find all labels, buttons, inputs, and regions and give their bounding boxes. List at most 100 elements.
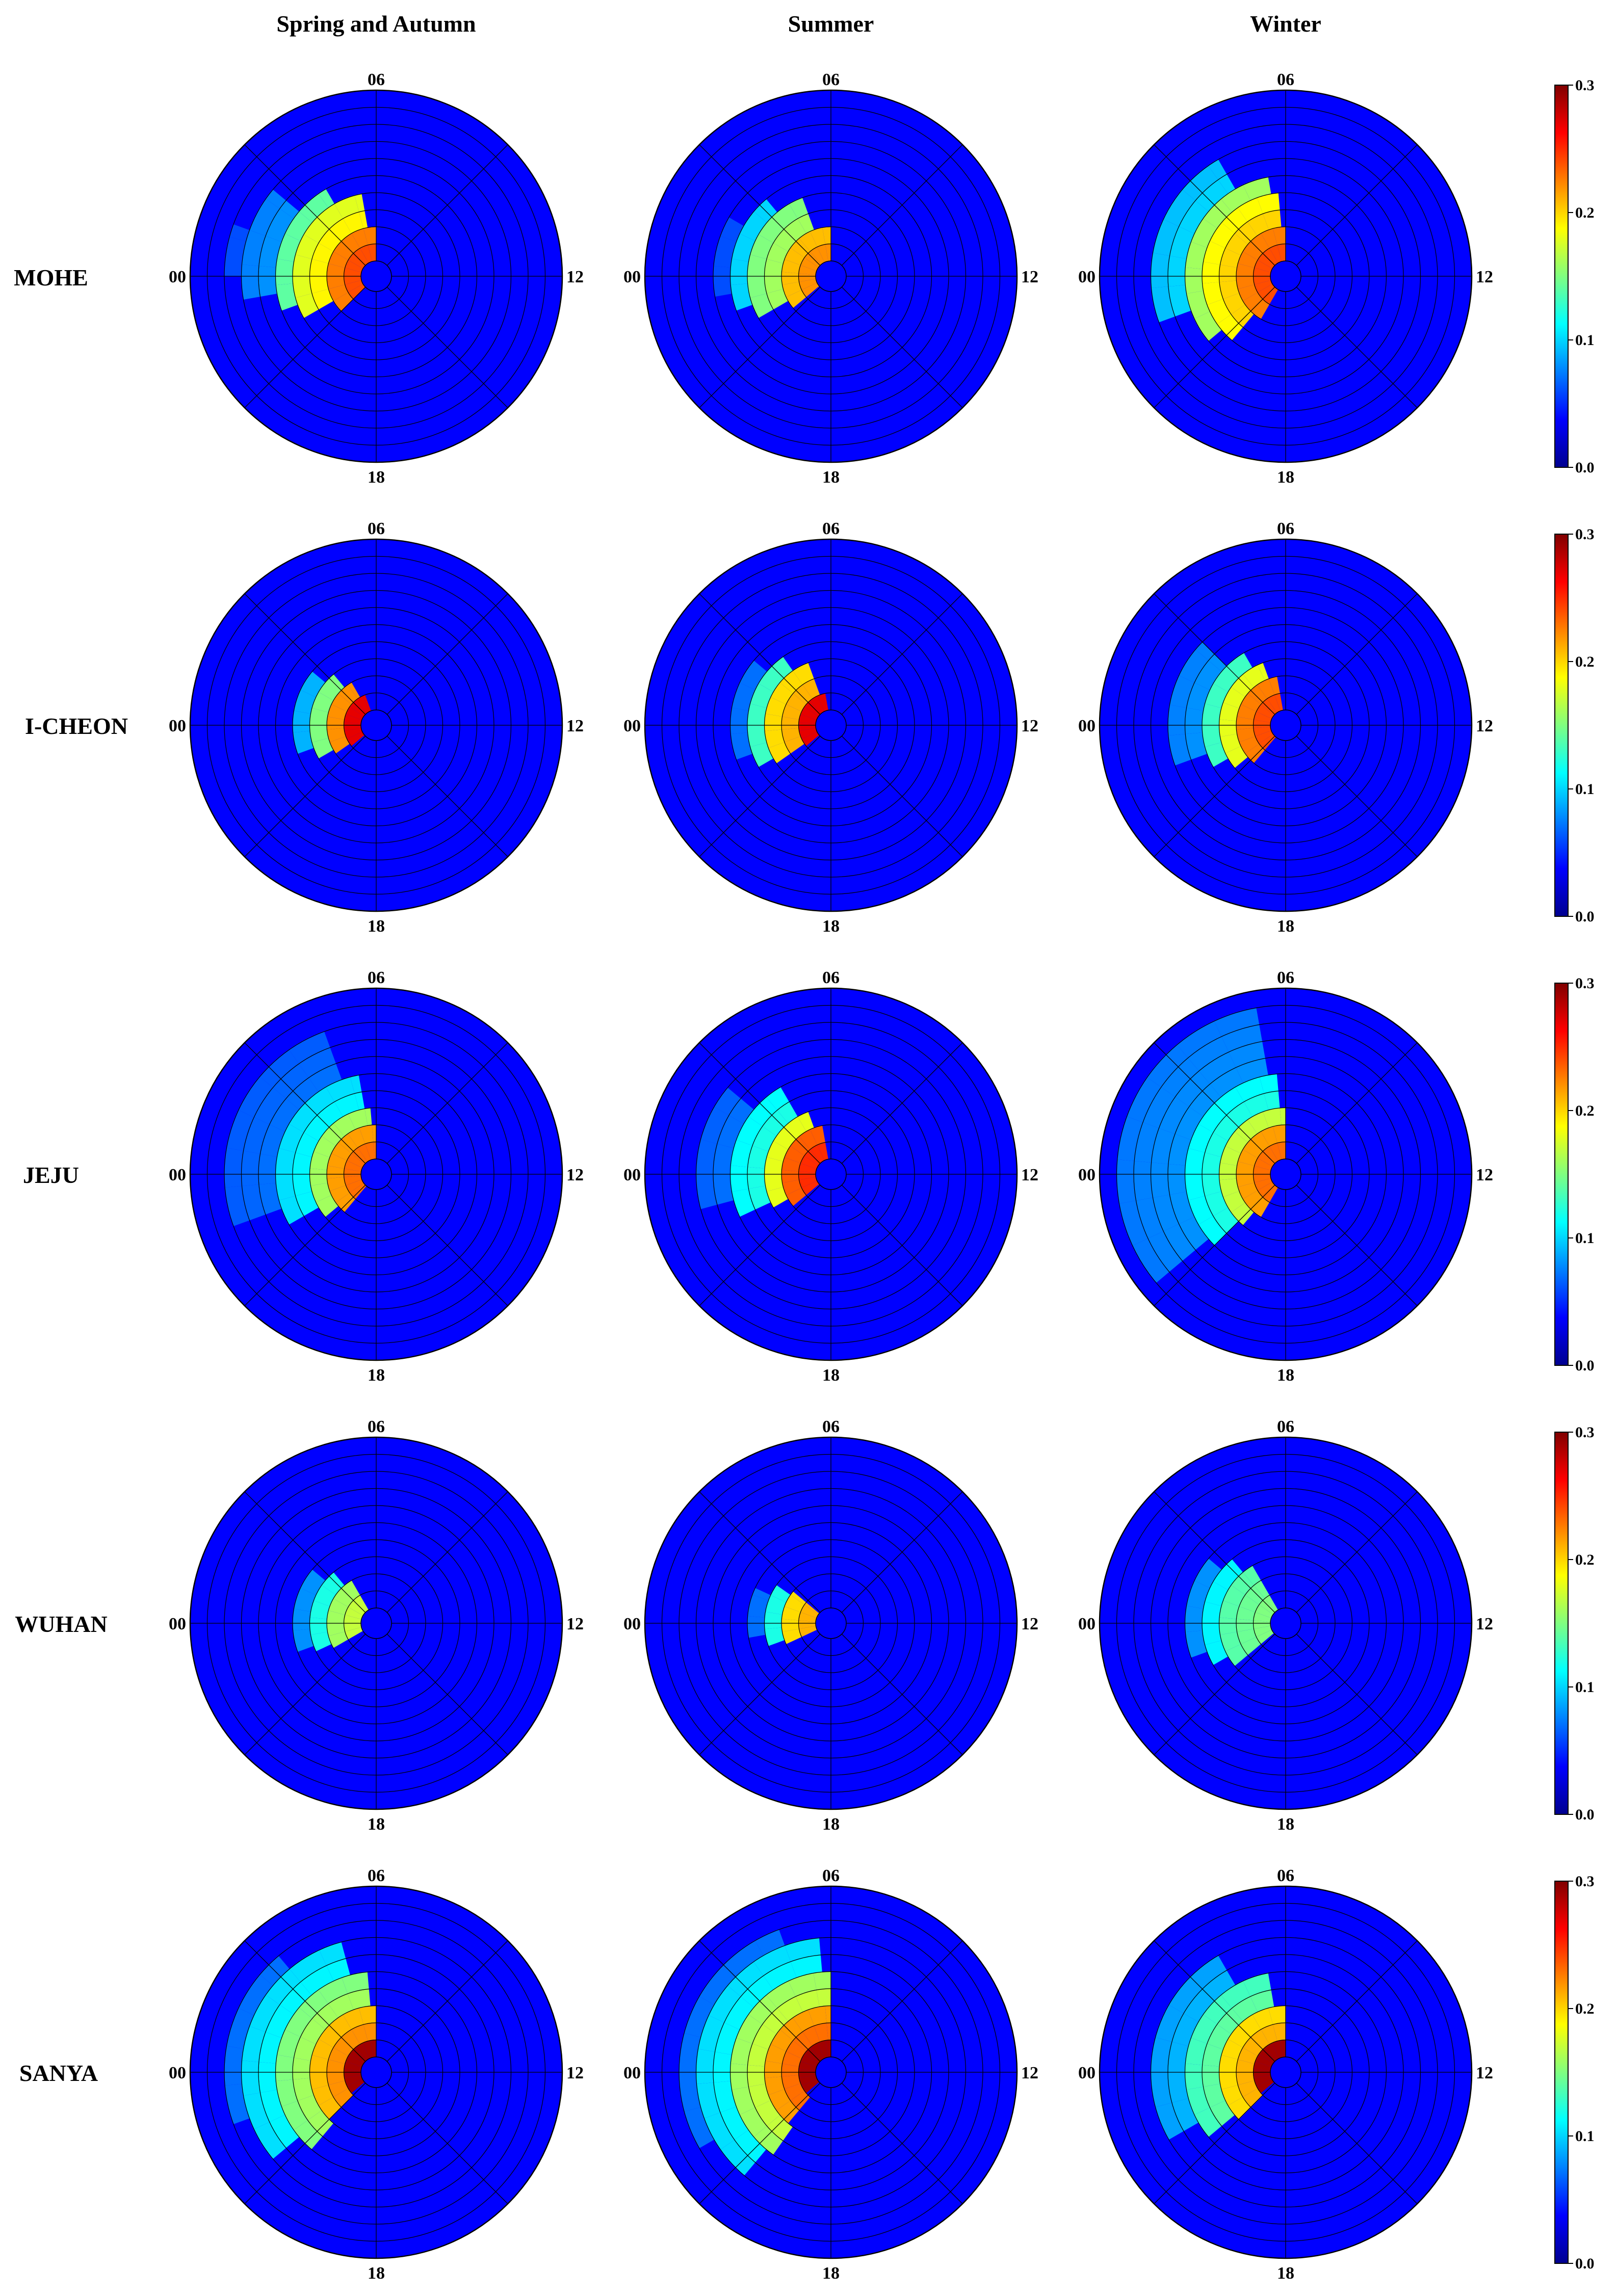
heat-cell [1254,1626,1272,1637]
heat-cell [353,248,369,266]
heat-cell [1151,253,1170,288]
heat-cell [1203,1995,1232,2024]
heat-cell [1254,1158,1273,1171]
heat-cell [732,2087,755,2115]
heat-cell [766,243,788,263]
polar-panels: 06 18 00 12 06 18 00 12 06 18 00 12 06 18 00 12 06 18 00 12… [169,70,1493,2283]
heat-cell [1252,2008,1273,2029]
heat-cell [766,1981,796,2009]
heat-cell [1265,1595,1278,1612]
heat-cell [1253,1620,1271,1629]
grid-spoke [1296,144,1418,266]
heat-cell [327,728,346,743]
heat-cell [1185,707,1204,734]
heat-cell [311,2085,333,2106]
heat-cell [1127,1077,1161,1123]
heat-cell [1259,2047,1276,2064]
grid-spoke [386,1940,508,2062]
grid-spoke [699,593,821,715]
heat-cell [790,1955,822,1978]
heat-cell [327,2072,345,2086]
heat-cell [348,1109,368,1130]
heat-cell [343,2008,363,2029]
heat-cell [275,258,294,285]
heat-cell [795,1990,820,2012]
dial-label-12: 12 [1476,1615,1493,1633]
heat-cell [364,1107,372,1126]
colorbar-tick-label: 0.2 [1575,204,1595,221]
heat-cell [293,2057,311,2080]
center-hole [1270,2056,1301,2088]
center-hole [815,1607,847,1639]
heat-cell [1244,1093,1269,1117]
heat-cell [327,276,345,289]
heat-cell [1253,719,1271,728]
heat-cell [741,1975,773,2008]
heat-cell [784,1595,804,1613]
heat-cell [762,2008,789,2035]
heat-cell [1185,1148,1205,1174]
heat-cell [1223,1191,1245,1212]
heat-cell [243,1117,270,1154]
heat-cell [309,259,329,276]
heat-cell [1153,1195,1179,1231]
heat-cell [344,1175,362,1185]
grid-spoke [244,1042,366,1164]
dial-label-06: 06 [1277,968,1294,987]
heat-cell [1236,717,1254,730]
heat-cell [311,2039,333,2060]
heat-cell [333,1114,356,1137]
heat-cell [1205,742,1228,767]
heat-cell [1168,255,1187,287]
grid-spoke [386,593,508,715]
heat-cell [1236,1174,1255,1187]
heat-cell [798,1620,816,1629]
heat-cell [765,1595,787,1615]
heat-cell [1153,219,1179,256]
heat-cell [748,1995,777,2024]
heat-cell [1202,282,1223,305]
heat-cell [764,2061,783,2078]
heat-cell [732,1189,755,1217]
heat-cell [327,1610,345,1623]
heat-cell [299,194,328,223]
heat-cell [1259,1074,1279,1094]
colorbar-tick-label: 0.0 [1575,459,1595,476]
heat-cell [1202,1623,1221,1645]
heat-cell [793,684,813,705]
grid-spoke [386,286,508,408]
heat-cell [1263,1146,1278,1164]
outer-rim [189,89,563,463]
heat-cell [1221,2085,1243,2106]
heat-cell [328,2047,349,2064]
colorbar-tick-label: 0.3 [1575,77,1595,94]
heat-cell [1202,1152,1221,1174]
heat-cell [1210,1067,1243,1097]
heat-cell [1185,2038,1207,2065]
heat-cell [1236,263,1255,276]
heat-cell [344,1615,362,1623]
heat-cell [1218,174,1236,194]
dial-label-00: 00 [1078,2064,1096,2082]
heat-cell [1236,728,1256,743]
heat-cell [804,1149,821,1166]
heat-cell [762,1110,789,1137]
heat-cell [345,1627,363,1640]
heat-cell [766,289,788,310]
heat-cell [1205,1640,1228,1665]
heat-cell [275,1148,296,1174]
outer-rim [1099,538,1473,912]
heat-cell [362,695,371,711]
heat-cell [1250,299,1270,320]
heat-cell [825,2005,831,2023]
heat-cell [266,189,286,209]
heat-cell [1238,251,1258,268]
heat-cell [1242,1139,1263,1158]
heat-cell [333,1588,354,1607]
heat-cell [1220,248,1241,268]
heat-cell [790,1136,811,1156]
heat-cell [1208,159,1227,180]
dial-label-06: 06 [368,70,385,89]
dial-label-18: 18 [1277,917,1294,936]
dial-label-00: 00 [1078,268,1096,286]
